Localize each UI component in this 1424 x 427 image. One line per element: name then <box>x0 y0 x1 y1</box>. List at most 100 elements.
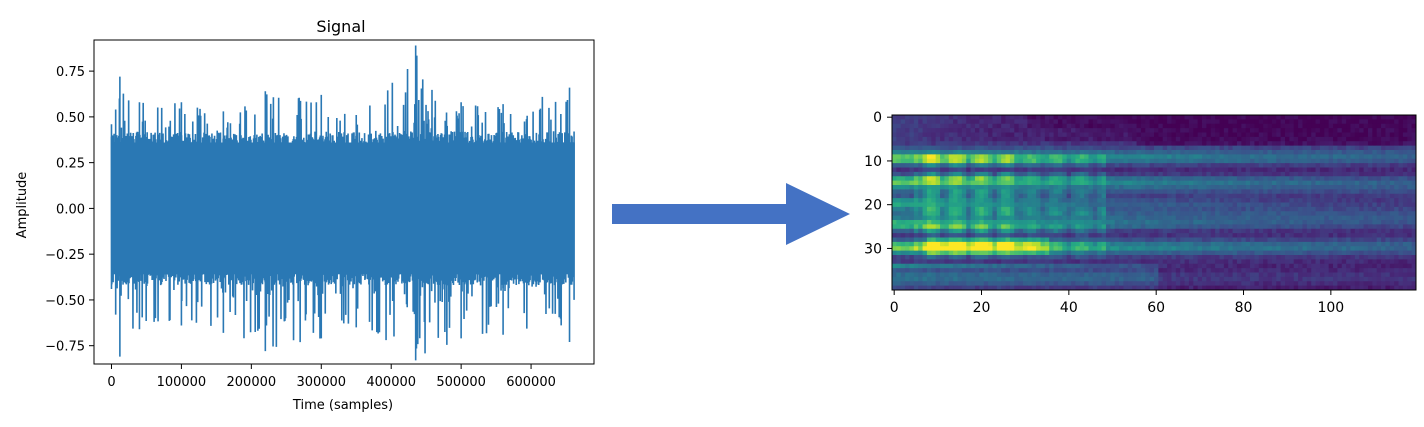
spectrogram-cell <box>1158 163 1164 168</box>
spectrogram-cell <box>1271 206 1277 212</box>
spectrogram-cell <box>1219 276 1225 282</box>
spectrogram-cell <box>1311 189 1316 195</box>
spectrogram-cell <box>1372 150 1378 155</box>
spectrogram-cell <box>1123 237 1129 243</box>
spectrogram-cell <box>1254 206 1260 212</box>
spectrogram-cell <box>1267 198 1273 203</box>
spectrogram-cell <box>1062 220 1068 225</box>
spectrogram-cell <box>1389 246 1395 252</box>
spectrogram-cell <box>1219 263 1225 269</box>
spectrogram-cell <box>892 115 897 120</box>
spectrogram-cell <box>1223 255 1229 260</box>
spectrogram-cell <box>1394 228 1399 234</box>
spectrogram-cell <box>1162 246 1168 252</box>
spectrogram-cell <box>1036 228 1041 234</box>
spectrogram-cell <box>909 202 915 208</box>
spectrogram-cell <box>1311 202 1316 208</box>
spectrogram-cell <box>983 268 989 273</box>
spectrogram-cell <box>1289 141 1295 147</box>
spectrogram-cell <box>1385 250 1391 256</box>
spectrogram-cell <box>1359 189 1364 195</box>
spectrogram-cell <box>1359 167 1364 173</box>
spectrogram-cell <box>1319 198 1325 203</box>
spectrogram-cell <box>1346 193 1351 199</box>
spectrogram-cell <box>1197 255 1203 260</box>
spectrogram-cell <box>1250 123 1255 129</box>
spectrogram-cell <box>1285 215 1290 221</box>
spectrogram-cell <box>1276 206 1282 212</box>
spectrogram-cell <box>1018 145 1024 151</box>
spectrogram-cell <box>1027 211 1033 217</box>
spectrogram-cell <box>1023 206 1028 212</box>
spectrogram-cell <box>1031 185 1037 190</box>
spectrogram-cell <box>1302 115 1308 120</box>
spectrogram-cell <box>1088 241 1094 247</box>
spectrogram-cell <box>1263 206 1268 212</box>
spectrogram-cell <box>1258 176 1264 182</box>
spectrogram-cell <box>1184 193 1190 199</box>
spectrogram-cell <box>1123 163 1129 168</box>
spectrogram-cell <box>1276 180 1282 186</box>
spectrogram-cell <box>1053 167 1059 173</box>
waveform-x-axis: 0 100000 200000 300000 400000 500000 600000 <box>107 364 556 390</box>
spectrogram-cell <box>1407 281 1413 287</box>
spectrogram-cell <box>1009 276 1015 282</box>
spectrogram-cell <box>931 176 937 182</box>
spectrogram-cell <box>1009 132 1015 138</box>
spectrogram-cell <box>1009 189 1015 195</box>
spectrogram-cell <box>1084 281 1089 287</box>
spectrogram-cell <box>1241 128 1247 133</box>
spectrogram-cell <box>1372 154 1378 160</box>
spectrogram-cell <box>1014 171 1020 177</box>
spectrogram-cell <box>1105 180 1111 186</box>
spectrogram-cell <box>1136 115 1142 120</box>
spectrogram-cell <box>1027 250 1033 256</box>
spectrogram-cell <box>931 220 937 225</box>
spectrogram-cell <box>1193 189 1199 195</box>
spectrogram-cell <box>944 176 950 182</box>
spectrogram-cell <box>1267 171 1273 177</box>
spectrogram-cell <box>1049 141 1054 147</box>
spectrogram-cell <box>1350 176 1356 182</box>
spectrogram-cell <box>1372 193 1378 199</box>
spectrogram-cell <box>979 128 985 133</box>
spectrogram-cell <box>1346 237 1351 243</box>
spectrogram-cell <box>974 211 980 217</box>
spectrogram-cell <box>1394 158 1399 164</box>
spectrogram-cell <box>1372 185 1378 190</box>
spectrogram-cell <box>1066 263 1072 269</box>
spectrogram-cell <box>1123 255 1129 260</box>
spectrogram-cell <box>1167 276 1172 282</box>
spectrogram-cell <box>896 154 902 160</box>
spectrogram-cell <box>1167 141 1172 147</box>
spectrogram-cell <box>1140 141 1146 147</box>
spectrogram-cell <box>1402 167 1408 173</box>
spectrogram-cell <box>1197 263 1203 269</box>
spectrogram-cell <box>1328 150 1334 155</box>
spectrogram-cell <box>1258 115 1264 120</box>
spectrogram-cell <box>944 119 950 125</box>
spectrogram-cell <box>1381 241 1386 247</box>
spectrogram-cell <box>1202 145 1207 151</box>
spectrogram-cell <box>1018 119 1024 125</box>
spectrogram-cell <box>1044 263 1050 269</box>
spectrogram-cell <box>1250 228 1255 234</box>
spectrogram-cell <box>1184 167 1190 173</box>
spectrogram-cell <box>979 154 985 160</box>
spectrogram-cell <box>1031 250 1037 256</box>
spectrogram-cell <box>1005 123 1011 129</box>
spectrogram-cell <box>1162 237 1168 243</box>
spectrogram-cell <box>1350 233 1356 238</box>
spectrogram-cell <box>1044 154 1050 160</box>
spectrogram-cell <box>896 145 902 151</box>
spectrogram-cell <box>1040 198 1046 203</box>
spectrogram-cell <box>1298 150 1303 155</box>
spectrogram-cell <box>1267 193 1273 199</box>
spectrogram-cell <box>1180 263 1185 269</box>
spectrogram-cell <box>1132 150 1137 155</box>
spectrogram-cell <box>1350 119 1356 125</box>
spectrogram-cell <box>1385 246 1391 252</box>
spectrogram-cell <box>1311 237 1316 243</box>
spectrogram-cell <box>1319 259 1325 265</box>
